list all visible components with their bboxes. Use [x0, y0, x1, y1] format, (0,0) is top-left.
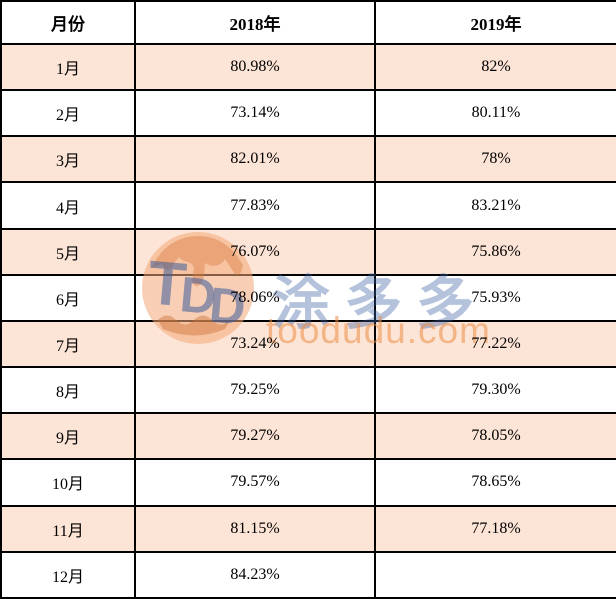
- value-2018-cell: 84.23%: [134, 550, 376, 599]
- value-2019-cell: 83.21%: [374, 181, 616, 230]
- value-2019-cell: 80.11%: [374, 89, 616, 138]
- value-2018-cell: 79.27%: [134, 412, 376, 461]
- table-row: 10月 79.57% 78.65%: [0, 458, 616, 507]
- month-cell: 7月: [0, 319, 136, 369]
- value-2018-cell: 78.06%: [134, 273, 376, 322]
- value-2018-cell: 76.07%: [134, 227, 376, 276]
- table-row: 2月 73.14% 80.11%: [0, 89, 616, 138]
- table-row: 7月 73.24% 77.22%: [0, 319, 616, 369]
- month-cell: 5月: [0, 227, 136, 276]
- value-2019-cell: 82%: [374, 42, 616, 92]
- month-cell: 1月: [0, 42, 136, 92]
- value-2018-cell: 81.15%: [134, 504, 376, 553]
- table-body: 1月 80.98% 82% 2月 73.14% 80.11% 3月 82.01%…: [0, 42, 616, 599]
- month-cell: 8月: [0, 366, 136, 415]
- header-2018: 2018年: [134, 0, 376, 45]
- header-2019: 2019年: [374, 0, 616, 45]
- value-2019-cell: 78%: [374, 135, 616, 184]
- value-2019-cell: 77.22%: [374, 319, 616, 369]
- value-2018-cell: 73.14%: [134, 89, 376, 138]
- table-row: 8月 79.25% 79.30%: [0, 366, 616, 415]
- table-row: 11月 81.15% 77.18%: [0, 504, 616, 553]
- table-row: 4月 77.83% 83.21%: [0, 181, 616, 230]
- table-row: 1月 80.98% 82%: [0, 42, 616, 92]
- month-cell: 9月: [0, 412, 136, 461]
- month-cell: 3月: [0, 135, 136, 184]
- header-row: 月份 2018年 2019年: [0, 0, 616, 45]
- value-2019-cell: 78.65%: [374, 458, 616, 507]
- table-row: 5月 76.07% 75.86%: [0, 227, 616, 276]
- value-2019-cell: 75.86%: [374, 227, 616, 276]
- header-month: 月份: [0, 0, 136, 45]
- value-2018-cell: 77.83%: [134, 181, 376, 230]
- table-row: 3月 82.01% 78%: [0, 135, 616, 184]
- table-row: 6月 78.06% 75.93%: [0, 273, 616, 322]
- table-row: 12月 84.23%: [0, 550, 616, 599]
- value-2018-cell: 79.25%: [134, 366, 376, 415]
- value-2018-cell: 82.01%: [134, 135, 376, 184]
- value-2019-cell: 75.93%: [374, 273, 616, 322]
- value-2019-cell: 79.30%: [374, 366, 616, 415]
- month-cell: 6月: [0, 273, 136, 322]
- month-cell: 2月: [0, 89, 136, 138]
- value-2019-cell: 77.18%: [374, 504, 616, 553]
- value-2018-cell: 80.98%: [134, 42, 376, 92]
- value-2019-cell: 78.05%: [374, 412, 616, 461]
- value-2019-cell: [374, 550, 616, 599]
- value-2018-cell: 79.57%: [134, 458, 376, 507]
- month-cell: 4月: [0, 181, 136, 230]
- table-row: 9月 79.27% 78.05%: [0, 412, 616, 461]
- month-cell: 10月: [0, 458, 136, 507]
- value-2018-cell: 73.24%: [134, 319, 376, 369]
- month-cell: 12月: [0, 550, 136, 599]
- month-cell: 11月: [0, 504, 136, 553]
